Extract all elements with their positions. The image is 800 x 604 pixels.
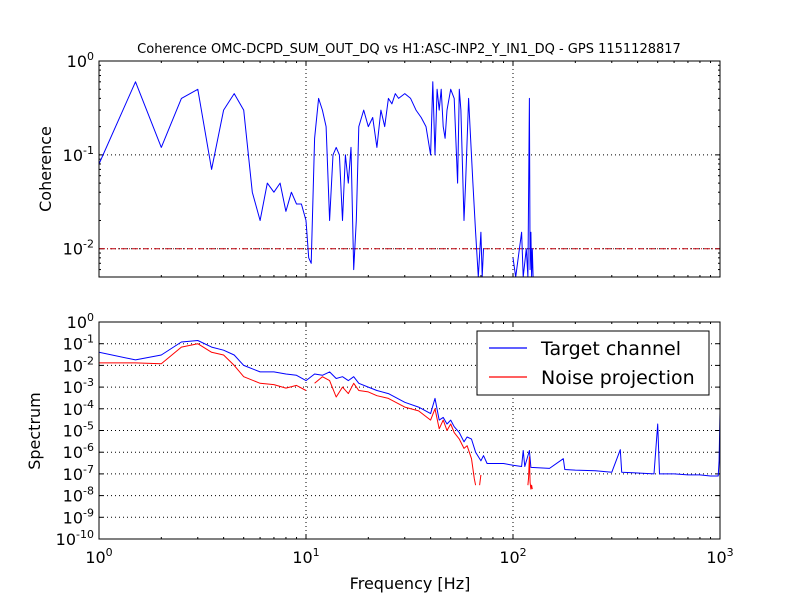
x-tick-label: 103 [706,546,733,567]
legend-label: Target channel [540,338,681,360]
spectrum-panel: 10010-110-210-310-410-510-610-710-810-91… [56,311,734,567]
coherence-panel: 100 10-1 10-2 [63,50,721,278]
spectrum-ytick-label: 10-5 [63,420,94,441]
coherence-series-line-0 [512,97,534,277]
spectrum-series-line-noise-projection [527,456,533,490]
spectrum-series-line-target-channel [99,340,720,477]
x-tick-label: 101 [292,546,319,567]
spectrum-series-line-noise-projection [99,343,307,391]
spectrum-ytick-label: 10-2 [63,354,94,375]
spectrum-axes-frame [98,321,721,540]
coherence-plot-area [99,81,534,277]
spectrum-series-line-noise-projection [479,474,482,486]
coherence-ytick-label: 100 [67,50,94,71]
coherence-ytick-label: 10-1 [63,144,94,165]
legend: Target channel Noise projection [476,330,710,396]
coherence-ylabel: Coherence [36,126,55,212]
legend-box [476,330,710,396]
coherence-series-line-0 [99,81,484,277]
spectrum-plot-area [99,340,720,490]
spectrum-ytick-label: 10-3 [63,376,94,397]
spectrum-series-line-noise-projection [314,376,477,486]
spectrum-ytick-label: 10-6 [63,441,94,462]
spectrum-ylabel: Spectrum [25,392,44,470]
spectrum-ytick-label: 10-8 [63,485,94,506]
legend-label: Noise projection [541,367,695,389]
spectrum-ytick-label: 10-9 [63,506,94,527]
spectrum-ytick-label: 10-1 [63,333,94,354]
spectrum-ytick-label: 10-4 [63,398,94,419]
x-tick-label: 102 [499,546,526,567]
x-tick-label: 100 [85,546,112,567]
coherence-axes-frame [98,60,721,278]
spectrum-ytick-label: 10-10 [56,528,94,549]
chart-title: Coherence OMC-DCPD_SUM_OUT_DQ vs H1:ASC-… [137,42,681,57]
coherence-ytick-label: 10-2 [63,238,94,259]
spectrum-ytick-label: 100 [67,311,94,332]
spectrum-ytick-label: 10-7 [63,463,94,484]
x-axis-label: Frequency [Hz] [350,574,471,593]
